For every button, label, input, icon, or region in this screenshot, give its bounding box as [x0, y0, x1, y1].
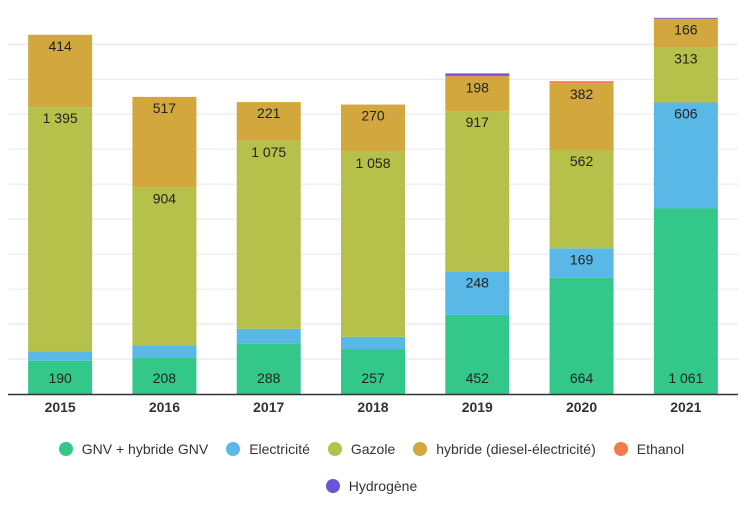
bar-segment-2021-4 [653, 18, 718, 48]
data-label: 221 [257, 105, 281, 121]
bar-segment-2021-6 [653, 17, 718, 19]
data-label: 606 [674, 105, 698, 121]
legend: GNV + hybride GNV Electricité Gazole hybrid… [0, 441, 743, 457]
bar-segment-2016-2 [132, 345, 197, 358]
bar-segment-2020-2 [549, 248, 614, 278]
x-tick-label: 2017 [253, 399, 284, 415]
x-tick-label: 2018 [357, 399, 388, 415]
data-label: 1 395 [43, 110, 78, 126]
data-label: 1 075 [251, 144, 286, 160]
bar-segment-2016-1 [132, 357, 197, 394]
bar-segment-2015-3 [28, 107, 93, 352]
bar-segment-2021-3 [653, 47, 718, 103]
data-label: 562 [570, 153, 594, 169]
data-label: 248 [466, 275, 490, 291]
bar-segment-2020-3 [549, 150, 614, 249]
legend-swatch [58, 442, 73, 456]
bar-segment-2018-1 [341, 349, 405, 394]
data-label: 166 [674, 22, 698, 38]
legend-item[interactable]: hybride (diesel-électricité) [413, 441, 596, 457]
legend-swatch [413, 442, 428, 456]
legend-swatch [327, 442, 342, 456]
data-label: 198 [466, 80, 490, 96]
legend-item[interactable]: Hydrogène [325, 478, 418, 494]
bar-segment-2020-4 [549, 83, 614, 151]
data-label: 270 [361, 108, 385, 124]
data-label: 208 [153, 370, 177, 386]
x-tick-label: 2016 [149, 399, 180, 415]
data-label: 414 [48, 38, 72, 54]
data-label: 169 [570, 251, 594, 267]
bar-segment-2018-3 [341, 151, 405, 337]
legend-item[interactable]: Ethanol [613, 441, 685, 457]
bar-segment-2017-4 [236, 102, 301, 141]
legend-label: Hydrogène [348, 478, 418, 494]
bar-segment-2016-3 [132, 187, 197, 346]
bar-segment-2015-1 [28, 360, 93, 394]
bar-segment-2020-5 [549, 82, 614, 84]
bar-segment-2015-4 [28, 34, 93, 108]
bar-segment-2017-1 [236, 343, 301, 394]
bar-segment-2017-2 [236, 328, 301, 344]
legend-item[interactable]: Electricité [226, 441, 310, 457]
data-label: 917 [466, 114, 490, 130]
data-label: 517 [153, 100, 177, 116]
bar-segment-2019-6 [445, 73, 510, 76]
legend-swatch [226, 442, 241, 456]
bar-segment-2019-1 [445, 314, 510, 394]
data-label: 664 [570, 370, 594, 386]
bar-segment-2018-4 [341, 104, 405, 152]
data-label: 1 061 [668, 370, 703, 386]
data-label: 452 [466, 370, 490, 386]
data-label: 288 [257, 370, 281, 386]
bar-segment-2019-2 [445, 271, 510, 315]
data-label: 904 [153, 190, 177, 206]
legend-item[interactable]: Gazole [327, 441, 396, 457]
data-label: 382 [570, 86, 594, 102]
bar-segment-2019-3 [445, 111, 510, 272]
legend-swatch [613, 442, 628, 456]
legend-row-2: Hydrogène [0, 478, 743, 494]
bar-segment-2020-6 [549, 81, 614, 83]
legend-label: Electricité [249, 441, 310, 457]
bar-segment-2019-5 [445, 75, 510, 77]
bar-segment-2016-4 [132, 96, 197, 188]
x-tick-label: 2015 [45, 399, 76, 415]
x-tick-label: 2019 [462, 399, 493, 415]
legend-label: GNV + hybride GNV [81, 441, 209, 457]
legend-item[interactable]: GNV + hybride GNV [58, 441, 209, 457]
legend-label: Ethanol [636, 441, 685, 457]
legend-label: hybride (diesel-électricité) [436, 441, 596, 457]
legend-label: Gazole [350, 441, 396, 457]
stacked-bar-chart: 190 1 395 414 208 904 517 288 1 075 221 257 1 058 2… [8, 17, 738, 415]
bar-segment-2021-1 [653, 208, 718, 394]
legend-swatch [325, 479, 340, 493]
data-label: 313 [674, 51, 698, 67]
data-label: 1 058 [355, 155, 390, 171]
data-label: 190 [48, 370, 72, 386]
bar-segment-2019-4 [445, 76, 510, 112]
bar-segment-2017-3 [236, 140, 301, 329]
bar-segment-2018-2 [341, 336, 405, 350]
bar-segment-2020-1 [549, 277, 614, 394]
bar-segment-2021-2 [653, 102, 718, 209]
bar-segment-2015-2 [28, 351, 93, 361]
data-label: 257 [361, 370, 385, 386]
x-tick-label: 2021 [670, 399, 701, 415]
x-tick-label: 2020 [566, 399, 597, 415]
